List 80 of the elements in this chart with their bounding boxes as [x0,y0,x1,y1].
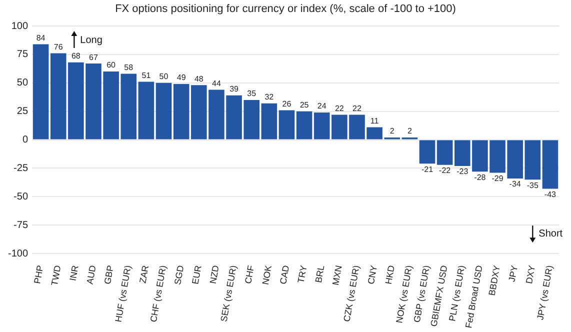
x-tick-label: TWD [49,264,63,286]
data-label: -22 [439,166,452,176]
data-label: 84 [36,33,46,42]
data-label: -28 [474,172,486,182]
x-tick-label: JPY (vs EUR) [535,264,555,321]
x-tick-label: CHF [242,264,256,284]
data-label: 58 [124,62,134,72]
data-label: 2 [390,126,395,136]
data-label: 39 [230,84,240,94]
x-tick-label: SEK (vs EUR) [218,264,238,322]
x-tick-label: HUF (vs EUR) [113,264,134,323]
data-label: 32 [264,92,274,102]
x-tick-label: TRY [296,264,309,284]
data-label: 48 [194,74,204,84]
data-label: 50 [159,72,169,82]
bar [419,140,436,164]
x-tick-label: AUD [84,264,98,286]
data-label: 2 [407,126,412,136]
x-tick-label: INR [68,264,80,282]
x-tick-label: PLN (vs EUR) [447,264,467,322]
bar [32,44,49,140]
data-label: 25 [300,100,310,110]
bar [261,103,278,140]
data-label: 51 [142,70,152,80]
y-tick-label: -50 [14,191,28,202]
bar [156,82,172,140]
y-tick-label: 75 [16,49,28,60]
x-tick-label: BRL [313,264,326,284]
x-tick-label: GBP (vs EUR) [412,264,432,324]
data-label: 35 [247,89,257,98]
x-tick-label: EUR [190,264,204,286]
data-label: 22 [352,104,362,113]
bar [138,82,154,140]
data-label: 26 [282,99,292,108]
data-label: -29 [492,174,504,183]
x-tick-label: CHF (vs EUR) [148,264,168,323]
data-label: 60 [106,60,116,70]
y-tick-label: 100 [11,20,28,32]
bar [173,84,190,140]
x-tick-label: NZD [208,264,221,284]
data-label: 22 [334,104,344,113]
x-tick-label: MXN [330,264,344,286]
data-label: 68 [71,52,81,61]
x-tick-label: NOK (vs EUR) [394,264,414,324]
x-tick-label: CAD [278,264,292,286]
bar [296,111,312,140]
y-tick-label: 0 [22,134,28,146]
y-tick-label: 25 [16,106,28,118]
chart-title: FX options positioning for currency or index (%, scale of -100 to +100) [114,3,457,15]
data-label: 11 [370,116,380,126]
y-tick-label: 50 [16,78,28,89]
x-tick-label: GBP [102,264,116,286]
data-label: -43 [544,190,557,199]
bar [436,140,453,165]
data-label: 44 [212,78,222,88]
x-tick-label: PHP [32,264,46,285]
data-label: -35 [526,180,539,190]
x-tick-label: JPY [506,264,520,283]
bar [542,140,558,189]
x-tick-label: CNY [366,264,379,286]
y-tick-label: -25 [14,162,28,174]
data-label: 76 [54,42,64,52]
x-tick-label: DXY [524,264,538,285]
bar [278,110,295,140]
data-label: 24 [317,102,327,111]
y-tick-label: -100 [8,248,28,260]
data-label: -34 [509,180,522,189]
annotation: Long [80,34,102,46]
data-label: 49 [176,73,186,82]
x-tick-label: SGD [172,264,186,286]
x-tick-label: CZK (vs EUR) [342,264,362,322]
data-label: 67 [89,52,98,62]
x-tick-label: BBDXY [486,264,502,296]
data-label: -23 [456,167,469,176]
x-tick-label: ZAR [138,264,151,284]
y-tick-label: -75 [14,220,28,231]
data-label: -21 [421,164,434,174]
x-tick-label: HKD [383,264,397,286]
x-tick-label: NOK [260,264,274,286]
annotation: Short [538,228,563,240]
